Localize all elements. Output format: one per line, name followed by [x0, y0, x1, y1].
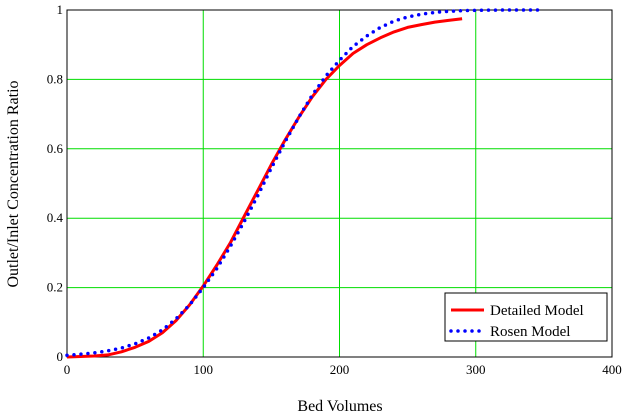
y-tick-label: 0 [57, 349, 64, 364]
x-tick-label: 100 [194, 362, 214, 377]
y-axis-label: Outlet/Inlet Concentration Ratio [5, 80, 22, 287]
legend: Detailed Model Rosen Model [444, 292, 608, 342]
y-tick-label: 0.4 [47, 210, 64, 225]
y-axis-ticks: 0 0.2 0.4 0.6 0.8 1 [47, 2, 64, 364]
y-tick-label: 0.2 [47, 280, 63, 295]
x-tick-label: 200 [330, 362, 350, 377]
y-tick-label: 0.6 [47, 141, 64, 156]
series-layer [65, 8, 546, 359]
y-tick-label: 1 [57, 2, 64, 17]
plot-area-frame [66, 9, 613, 358]
legend-label-detailed-model: Detailed Model [490, 303, 584, 319]
x-axis-ticks: 0 100 200 300 400 [64, 362, 622, 377]
x-tick-label: 400 [602, 362, 622, 377]
legend-label-rosen-model: Rosen Model [490, 324, 570, 340]
x-axis-label: Bed Volumes [297, 398, 382, 415]
x-tick-label: 0 [64, 362, 71, 377]
grid [67, 10, 612, 357]
x-tick-label: 300 [466, 362, 486, 377]
legend-box [444, 292, 608, 342]
series-line-detailed-model [66, 17, 463, 359]
y-tick-label: 0.8 [47, 71, 63, 86]
